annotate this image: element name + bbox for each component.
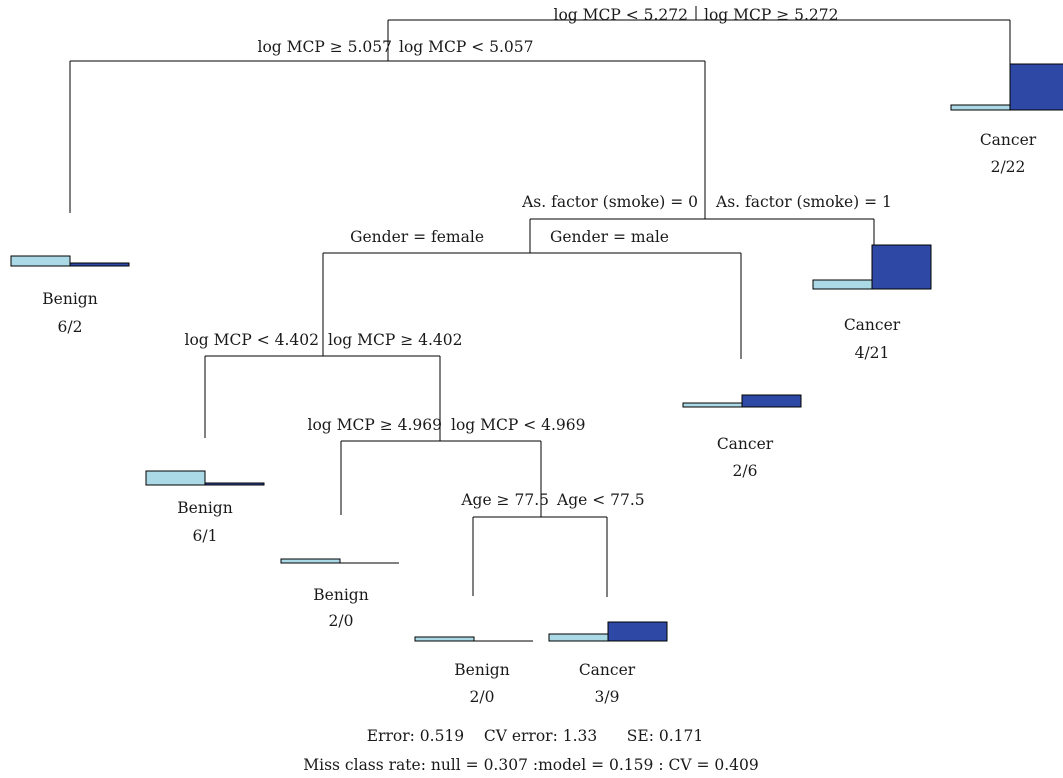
edge-node7: [472, 516, 608, 597]
leaf-cancer-1: Cancer 2/22: [950, 63, 1063, 176]
split-node2-left: log MCP ≥ 5.057: [257, 38, 392, 56]
leaf-counts-label: 2/6: [733, 462, 758, 480]
missclass-summary: Miss class rate: null = 0.307 :model = 0…: [303, 756, 758, 774]
leaf-class-label: Cancer: [579, 661, 636, 679]
split-node2-right: log MCP < 5.057: [399, 38, 534, 56]
cancer-bar: [69, 262, 130, 267]
leaf-benign-2: Benign 6/1: [145, 470, 265, 545]
cancer-bar: [607, 621, 668, 642]
leaf-class-label: Benign: [313, 586, 368, 604]
leaf-class-label: Benign: [177, 499, 232, 517]
split-node4-left: Gender = female: [350, 228, 484, 246]
cancer-bar: [871, 244, 932, 290]
leaf-cancer-3: Cancer 2/6: [682, 394, 802, 480]
leaf-benign-4: Benign 2/0: [414, 636, 533, 706]
edge-root: [387, 6, 1011, 65]
split-node4-right: Gender = male: [550, 228, 669, 246]
leaf-counts-label: 6/1: [193, 527, 218, 545]
split-root-right: log MCP ≥ 5.272: [704, 6, 839, 24]
leaf-counts-label: 4/21: [855, 344, 890, 362]
benign-bar: [812, 279, 873, 290]
benign-bar: [145, 470, 206, 486]
split-node6-left: log MCP ≥ 4.969: [307, 416, 442, 434]
benign-bar: [414, 636, 475, 642]
edge-node4: [322, 252, 742, 359]
error-summary: Error: 0.519 CV error: 1.33 SE: 0.171: [367, 727, 704, 745]
split-node7-right: Age < 77.5: [556, 491, 645, 509]
leaf-counts-label: 2/22: [991, 158, 1026, 176]
benign-bar: [280, 558, 341, 564]
split-root-left: log MCP < 5.272: [553, 6, 688, 24]
cancer-bar: [1009, 63, 1063, 111]
split-node6-right: log MCP < 4.969: [451, 416, 586, 434]
split-node7-left: Age ≥ 77.5: [460, 491, 549, 509]
leaf-class-label: Cancer: [717, 435, 774, 453]
leaf-cancer-2: Cancer 4/21: [812, 244, 932, 362]
edge-node3: [529, 218, 875, 253]
benign-bar: [682, 402, 743, 408]
leaf-counts-label: 2/0: [329, 612, 354, 630]
edge-node2: [69, 60, 706, 219]
split-node5-left: log MCP < 4.402: [184, 331, 319, 349]
cancer-bar: [204, 482, 265, 486]
edge-node5: [204, 355, 441, 441]
leaf-class-label: Cancer: [844, 316, 901, 334]
leaf-class-label: Cancer: [980, 131, 1037, 149]
edge-node6: [340, 440, 542, 517]
leaf-counts-label: 3/9: [595, 688, 620, 706]
tree-edges: [69, 6, 1011, 597]
cancer-bar: [741, 394, 802, 408]
leaf-benign-1: Benign 6/2: [10, 255, 130, 336]
split-node3-left: As. factor (smoke) = 0: [521, 193, 698, 211]
leaf-cancer-4: Cancer 3/9: [548, 621, 668, 706]
leaf-class-label: Benign: [42, 290, 97, 308]
split-node3-right: As. factor (smoke) = 1: [715, 193, 892, 211]
leaf-counts-label: 2/0: [470, 688, 495, 706]
benign-bar: [548, 633, 609, 642]
leaf-counts-label: 6/2: [58, 318, 83, 336]
benign-bar: [10, 255, 71, 267]
leaf-benign-3: Benign 2/0: [280, 558, 399, 630]
benign-bar: [950, 104, 1011, 111]
leaf-class-label: Benign: [454, 661, 509, 679]
split-labels: log MCP < 5.272 log MCP ≥ 5.272 log MCP …: [184, 6, 891, 509]
split-node5-right: log MCP ≥ 4.402: [328, 331, 463, 349]
